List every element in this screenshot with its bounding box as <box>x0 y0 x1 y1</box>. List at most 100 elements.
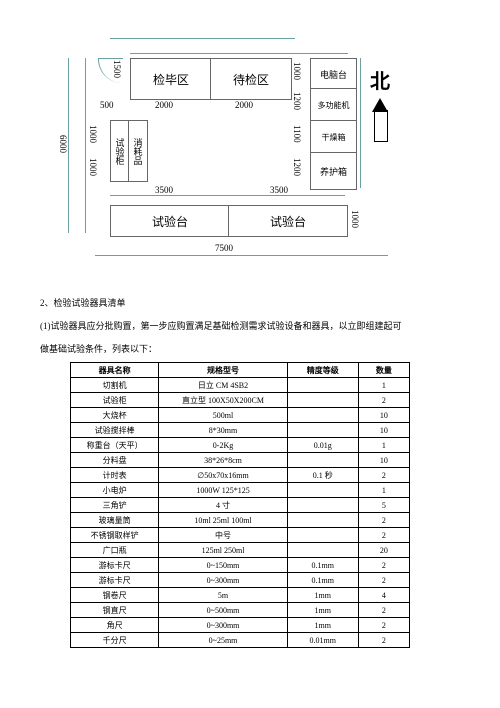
table-row: 切割机日立 CM 4SB2 1 <box>71 378 410 393</box>
cell-name: 游标卡尺 <box>71 573 159 588</box>
cell-qty: 4 <box>358 588 409 603</box>
room-to-inspect: 待检区 <box>210 58 292 100</box>
document-page: 检毕区 待检区 试验柜 消耗品 电脑台 多功能机 干燥箱 养护箱 试验台 试 <box>0 0 500 708</box>
north-label: 北 <box>370 65 390 94</box>
cell-qty: 10 <box>358 453 409 468</box>
cell-precision <box>287 408 358 423</box>
cell-precision <box>287 528 358 543</box>
cell-model: 日立 CM 4SB2 <box>159 378 287 393</box>
cell-name: 钢直尺 <box>71 603 159 618</box>
cell-model: ∅50x70x16mm <box>159 468 287 483</box>
room-inspected: 检毕区 <box>130 58 212 100</box>
table-row: 分料盘38*26*8cm10 <box>71 453 410 468</box>
cell-qty: 1 <box>358 438 409 453</box>
table-row: 游标卡尺0~300mm0.1mm2 <box>71 573 410 588</box>
cell-model: 10ml 25ml 100ml <box>159 513 287 528</box>
table-row: 游标卡尺0~150mm0.1mm2 <box>71 558 410 573</box>
floor-plan-diagram: 检毕区 待检区 试验柜 消耗品 电脑台 多功能机 干燥箱 养护箱 试验台 试 <box>60 30 440 280</box>
room-cabinet-left: 试验柜 <box>110 120 130 182</box>
cell-precision: 0.01g <box>287 438 358 453</box>
cell-name: 切割机 <box>71 378 159 393</box>
cell-name: 分料盘 <box>71 453 159 468</box>
th-precision: 精度等级 <box>287 363 358 378</box>
label-curing-box: 养护箱 <box>320 165 347 178</box>
cell-qty: 1 <box>358 483 409 498</box>
cell-precision <box>287 498 358 513</box>
cell-name: 游标卡尺 <box>71 558 159 573</box>
cell-precision <box>287 513 358 528</box>
table-row: 小电炉1000W 125*1251 <box>71 483 410 498</box>
equipment-table: 器具名称 规格型号 精度等级 数量 切割机日立 CM 4SB21试验柜直立型 1… <box>70 362 410 648</box>
label-bench-left: 试验台 <box>152 213 188 230</box>
room-curing-box: 养护箱 <box>310 152 357 190</box>
text-line2: (1)试验器具应分批购置，第一步应购置满足基础检测需求试验设备和器具，以立即组建… <box>40 318 460 334</box>
label-cabinet-right: 消耗品 <box>132 138 145 165</box>
text-line3: 做基础试验条件，列表以下： <box>40 341 157 357</box>
cell-qty: 1 <box>358 378 409 393</box>
table-row: 角尺0~300mm1mm2 <box>71 618 410 633</box>
cell-model: 0~25mm <box>159 633 287 648</box>
cell-qty: 2 <box>358 558 409 573</box>
cell-model: 8*30mm <box>159 423 287 438</box>
cell-name: 三角铲 <box>71 498 159 513</box>
cell-model: 0~150mm <box>159 558 287 573</box>
cell-qty: 20 <box>358 543 409 558</box>
cell-name: 广口瓶 <box>71 543 159 558</box>
dim-1000e: 1000 <box>350 210 360 228</box>
dim-7500: 7500 <box>215 243 233 253</box>
label-cabinet-left: 试验柜 <box>114 138 127 165</box>
cell-qty: 2 <box>358 468 409 483</box>
label-computer: 电脑台 <box>320 68 347 81</box>
dim-1000d: 1000 <box>88 158 98 176</box>
cell-name: 角尺 <box>71 618 159 633</box>
room-computer: 电脑台 <box>310 58 357 90</box>
label-to-inspect: 待检区 <box>233 71 269 88</box>
cell-precision <box>287 543 358 558</box>
table-row: 钢卷尺5m1mm4 <box>71 588 410 603</box>
dim-1200b: 1200 <box>292 158 302 176</box>
dim-1200a: 1200 <box>292 92 302 110</box>
cell-qty: 2 <box>358 573 409 588</box>
door-arc <box>98 58 123 83</box>
cell-qty: 5 <box>358 498 409 513</box>
cell-qty: 2 <box>358 618 409 633</box>
cell-precision <box>287 483 358 498</box>
cell-precision: 1mm <box>287 603 358 618</box>
cell-model: 500ml <box>159 408 287 423</box>
cell-model: 125ml 250ml <box>159 543 287 558</box>
cell-model: 5m <box>159 588 287 603</box>
dim-500: 500 <box>100 100 114 110</box>
cell-model: 1000W 125*125 <box>159 483 287 498</box>
cell-qty: 2 <box>358 633 409 648</box>
room-multi-machine: 多功能机 <box>310 88 357 122</box>
dim-2000a: 2000 <box>155 100 173 110</box>
cell-qty: 2 <box>358 513 409 528</box>
label-bench-right: 试验台 <box>270 213 306 230</box>
label-multi-machine: 多功能机 <box>318 100 350 111</box>
label-inspected: 检毕区 <box>153 71 189 88</box>
cell-model: 4 寸 <box>159 498 287 513</box>
table-row: 试验柜直立型 100X50X200CM 2 <box>71 393 410 408</box>
dim-1100: 1100 <box>292 125 302 143</box>
north-arrow-body <box>374 110 388 142</box>
dim-6000: 6000 <box>58 135 68 153</box>
cell-qty: 2 <box>358 393 409 408</box>
th-name: 器具名称 <box>71 363 159 378</box>
table-row: 三角铲4 寸 5 <box>71 498 410 513</box>
th-qty: 数量 <box>358 363 409 378</box>
table-row: 钢直尺0~500mm1mm2 <box>71 603 410 618</box>
table-row: 广口瓶125ml 250ml 20 <box>71 543 410 558</box>
cell-model: 0~500mm <box>159 603 287 618</box>
cell-name: 试验柜 <box>71 393 159 408</box>
cell-model: 直立型 100X50X200CM <box>159 393 287 408</box>
cell-qty: 10 <box>358 423 409 438</box>
label-dry-box: 干燥箱 <box>322 132 346 143</box>
th-model: 规格型号 <box>159 363 287 378</box>
cell-name: 玻璃量筒 <box>71 513 159 528</box>
cell-name: 千分尺 <box>71 633 159 648</box>
text-line1: 2、检验试验器具清单 <box>40 295 126 311</box>
cell-name: 计时表 <box>71 468 159 483</box>
table-row: 试验搅拌棒8*30mm10 <box>71 423 410 438</box>
cell-model: 中号 <box>159 528 287 543</box>
cell-name: 钢卷尺 <box>71 588 159 603</box>
